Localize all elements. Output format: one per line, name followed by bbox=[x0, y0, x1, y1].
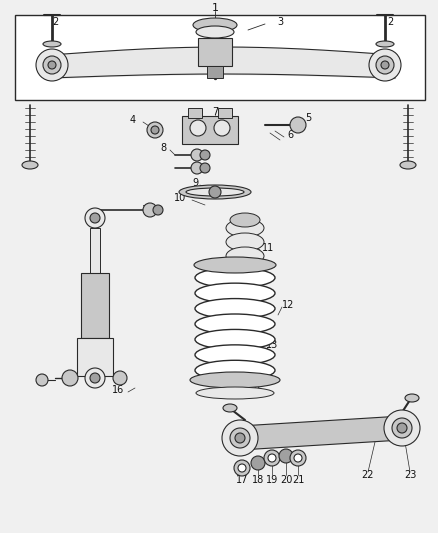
Circle shape bbox=[230, 428, 250, 448]
Bar bbox=[188, 108, 202, 118]
Circle shape bbox=[279, 449, 293, 463]
Text: 10: 10 bbox=[174, 193, 186, 203]
Circle shape bbox=[214, 120, 230, 136]
Circle shape bbox=[234, 460, 250, 476]
Text: 18: 18 bbox=[252, 475, 264, 485]
Circle shape bbox=[369, 49, 401, 81]
Ellipse shape bbox=[194, 257, 276, 273]
Ellipse shape bbox=[226, 247, 264, 265]
Circle shape bbox=[48, 61, 56, 69]
Text: 9: 9 bbox=[192, 178, 198, 188]
Circle shape bbox=[222, 420, 258, 456]
Text: 10: 10 bbox=[142, 205, 154, 215]
Bar bbox=[81, 273, 109, 338]
Text: 13: 13 bbox=[266, 340, 278, 350]
Text: 2: 2 bbox=[387, 17, 393, 27]
Ellipse shape bbox=[226, 219, 264, 237]
Text: 11: 11 bbox=[262, 243, 274, 253]
Circle shape bbox=[376, 56, 394, 74]
Circle shape bbox=[294, 454, 302, 462]
Circle shape bbox=[85, 208, 105, 228]
Bar bbox=[207, 66, 223, 78]
Polygon shape bbox=[240, 416, 402, 450]
Circle shape bbox=[43, 56, 61, 74]
Bar bbox=[90, 228, 100, 273]
Circle shape bbox=[290, 450, 306, 466]
Ellipse shape bbox=[195, 283, 275, 303]
Text: 14: 14 bbox=[262, 370, 274, 380]
Text: 15: 15 bbox=[252, 385, 264, 395]
Ellipse shape bbox=[376, 41, 394, 47]
Circle shape bbox=[153, 205, 163, 215]
Circle shape bbox=[209, 186, 221, 198]
Circle shape bbox=[381, 61, 389, 69]
Text: 1: 1 bbox=[212, 3, 219, 13]
Ellipse shape bbox=[400, 161, 416, 169]
Text: 19: 19 bbox=[266, 475, 278, 485]
Circle shape bbox=[113, 371, 127, 385]
Circle shape bbox=[290, 117, 306, 133]
Circle shape bbox=[191, 162, 203, 174]
Text: 6: 6 bbox=[287, 130, 293, 140]
Circle shape bbox=[143, 203, 157, 217]
Ellipse shape bbox=[43, 41, 61, 47]
Ellipse shape bbox=[196, 387, 274, 399]
Circle shape bbox=[200, 163, 210, 173]
Text: 4: 4 bbox=[130, 115, 136, 125]
Circle shape bbox=[251, 456, 265, 470]
Text: 21: 21 bbox=[292, 475, 304, 485]
Ellipse shape bbox=[405, 394, 419, 402]
Text: 22: 22 bbox=[362, 470, 374, 480]
Ellipse shape bbox=[193, 18, 237, 32]
Circle shape bbox=[397, 423, 407, 433]
Ellipse shape bbox=[195, 345, 275, 365]
Ellipse shape bbox=[195, 329, 275, 350]
Circle shape bbox=[191, 149, 203, 161]
Ellipse shape bbox=[195, 360, 275, 380]
Circle shape bbox=[85, 368, 105, 388]
Circle shape bbox=[90, 373, 100, 383]
Circle shape bbox=[147, 122, 163, 138]
Ellipse shape bbox=[195, 298, 275, 319]
Circle shape bbox=[90, 213, 100, 223]
Bar bbox=[198, 38, 232, 66]
Ellipse shape bbox=[230, 213, 260, 227]
Ellipse shape bbox=[195, 314, 275, 334]
Ellipse shape bbox=[186, 188, 244, 196]
Circle shape bbox=[190, 120, 206, 136]
Text: 23: 23 bbox=[404, 470, 416, 480]
Ellipse shape bbox=[36, 374, 48, 386]
Ellipse shape bbox=[179, 185, 251, 199]
Ellipse shape bbox=[22, 161, 38, 169]
Text: 17: 17 bbox=[236, 475, 248, 485]
Circle shape bbox=[151, 126, 159, 134]
Ellipse shape bbox=[226, 233, 264, 251]
Text: 7: 7 bbox=[212, 107, 218, 117]
Ellipse shape bbox=[195, 268, 275, 288]
Circle shape bbox=[62, 370, 78, 386]
Ellipse shape bbox=[196, 26, 234, 38]
Bar bbox=[182, 116, 238, 144]
Bar bbox=[15, 15, 425, 100]
Circle shape bbox=[36, 49, 68, 81]
Bar bbox=[218, 108, 232, 118]
Ellipse shape bbox=[190, 372, 280, 388]
Text: 5: 5 bbox=[305, 113, 311, 123]
Circle shape bbox=[235, 433, 245, 443]
Text: 8: 8 bbox=[160, 143, 166, 153]
Text: 20: 20 bbox=[280, 475, 292, 485]
Bar bbox=[77, 338, 113, 376]
Ellipse shape bbox=[223, 404, 237, 412]
Circle shape bbox=[238, 464, 246, 472]
Text: 12: 12 bbox=[282, 300, 294, 310]
Circle shape bbox=[384, 410, 420, 446]
Circle shape bbox=[264, 450, 280, 466]
Circle shape bbox=[200, 150, 210, 160]
Text: 3: 3 bbox=[277, 17, 283, 27]
Text: 2: 2 bbox=[52, 17, 58, 27]
Circle shape bbox=[392, 418, 412, 438]
Circle shape bbox=[268, 454, 276, 462]
Text: 16: 16 bbox=[112, 385, 124, 395]
